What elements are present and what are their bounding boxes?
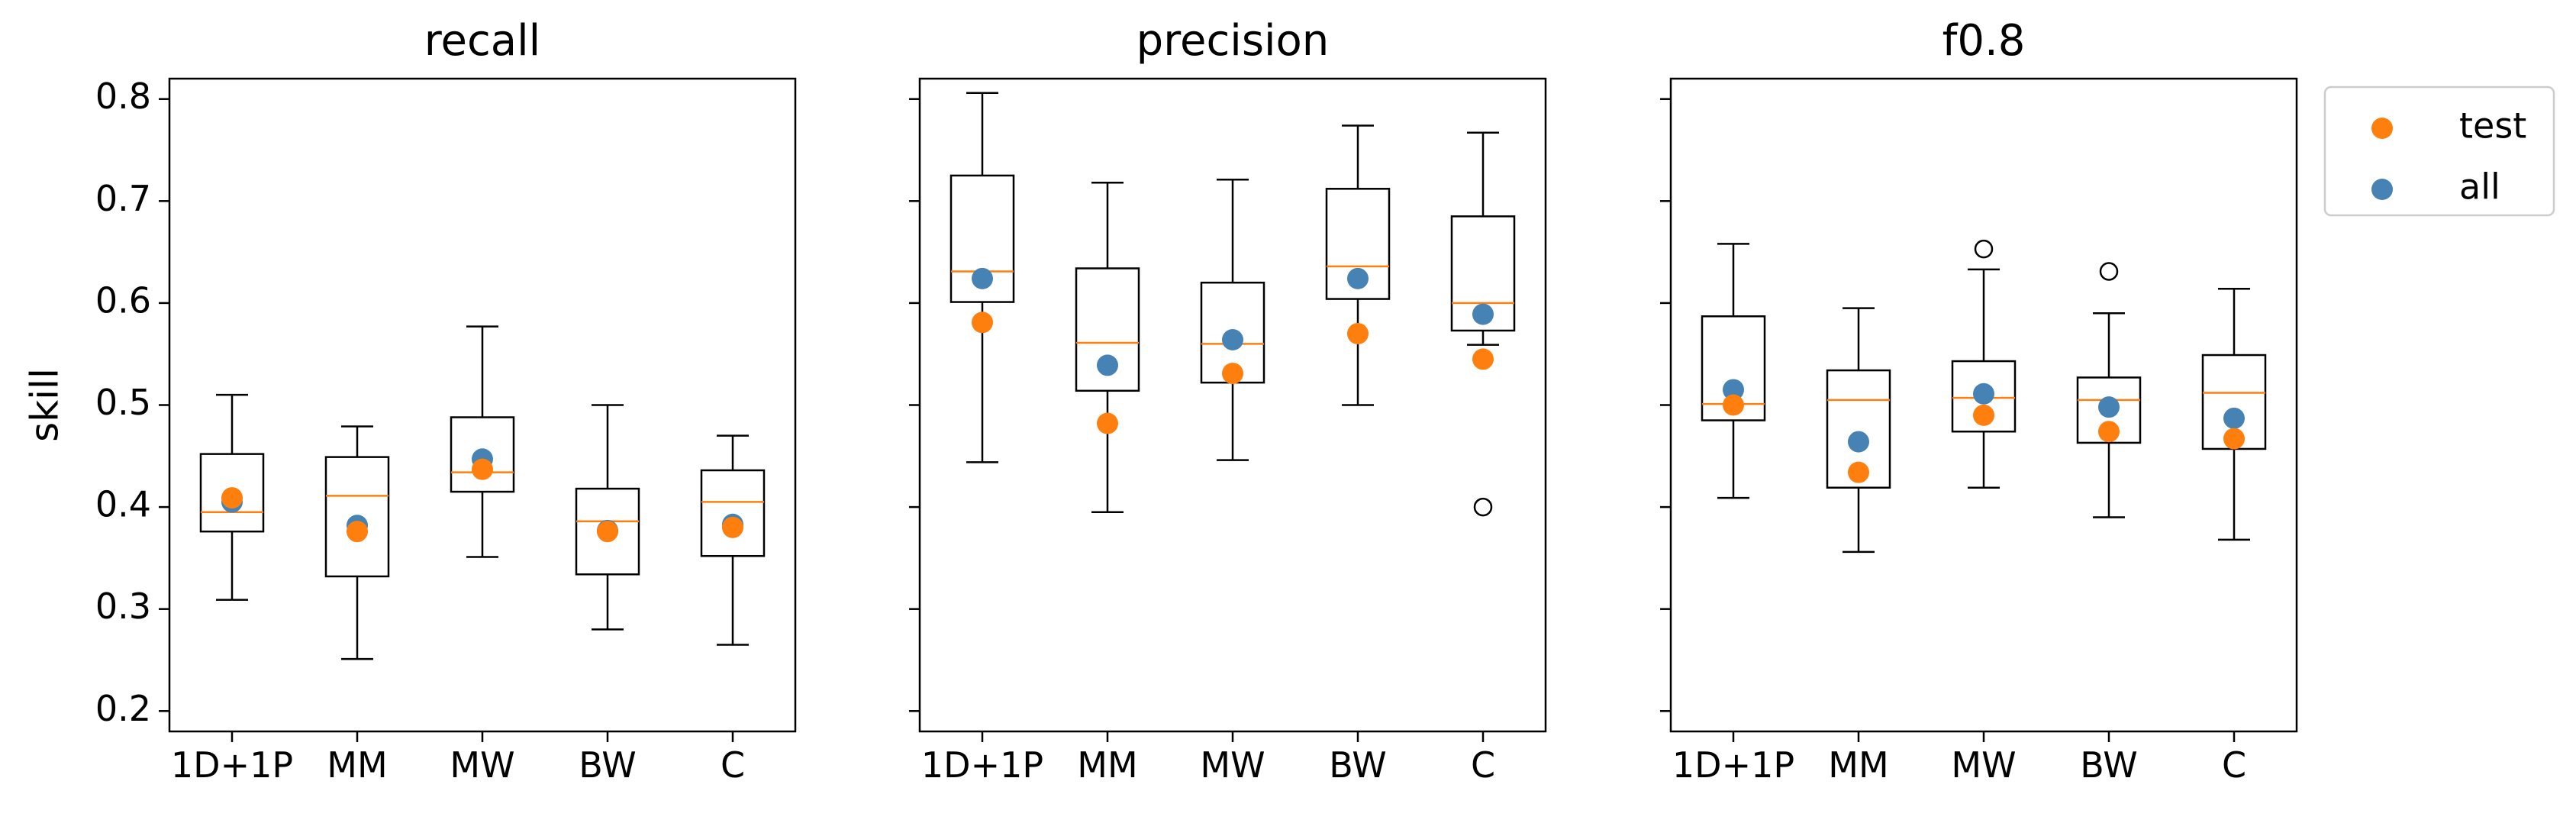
x-tick-label: MW xyxy=(450,744,514,786)
point-test xyxy=(2223,428,2245,450)
point-test xyxy=(472,458,493,480)
box-body xyxy=(1826,369,1891,489)
point-test xyxy=(597,521,618,543)
legend-label-test: test xyxy=(2459,105,2526,147)
point-test xyxy=(1848,461,1869,483)
x-tick-label: MM xyxy=(1077,744,1137,786)
y-tick-label: 0.3 xyxy=(95,586,151,627)
point-all xyxy=(972,267,993,289)
box-body xyxy=(199,453,265,533)
box-body xyxy=(324,456,390,578)
y-tick-label: 0.8 xyxy=(95,76,151,117)
point-test xyxy=(1097,412,1118,434)
point-all xyxy=(2098,396,2120,418)
panel-title: f0.8 xyxy=(1942,16,2026,66)
box-flier xyxy=(2099,262,2119,281)
point-all xyxy=(2223,407,2245,429)
box-body xyxy=(949,174,1015,303)
legend-label-all: all xyxy=(2459,166,2500,208)
point-all xyxy=(1222,329,1243,350)
box-body xyxy=(700,469,766,557)
box-body xyxy=(1951,360,2017,433)
x-tick-label: MM xyxy=(1828,744,1888,786)
box-body xyxy=(1450,215,1516,332)
point-all xyxy=(1723,379,1744,401)
x-tick-label: 1D+1P xyxy=(171,744,293,786)
point-test xyxy=(1347,322,1369,344)
point-test xyxy=(1472,348,1494,370)
box-body xyxy=(1325,188,1391,300)
box-body xyxy=(575,487,640,576)
x-tick-label: C xyxy=(2222,744,2246,786)
y-tick-label: 0.4 xyxy=(95,484,151,525)
y-tick-label: 0.6 xyxy=(95,279,151,321)
point-test xyxy=(1723,394,1744,416)
x-tick-label: MW xyxy=(1200,744,1265,786)
x-tick-label: MM xyxy=(327,744,387,786)
x-tick-label: MW xyxy=(1951,744,2016,786)
x-tick-label: BW xyxy=(579,744,636,786)
x-tick-label: 1D+1P xyxy=(1672,744,1794,786)
box-body xyxy=(1701,315,1766,421)
point-test xyxy=(1973,404,1994,426)
point-test xyxy=(2098,421,2120,443)
point-all xyxy=(1347,267,1369,289)
panel-title: recall xyxy=(424,16,540,66)
y-tick-label: 0.7 xyxy=(95,178,151,219)
point-test xyxy=(347,521,368,543)
panel-title: precision xyxy=(1136,16,1330,66)
x-tick-label: 1D+1P xyxy=(921,744,1043,786)
x-tick-label: BW xyxy=(1329,744,1386,786)
y-axis-label: skill xyxy=(23,368,67,442)
x-tick-label: C xyxy=(1471,744,1495,786)
box-flier xyxy=(1974,239,1994,259)
x-tick-label: BW xyxy=(2080,744,2137,786)
point-all xyxy=(1472,303,1494,325)
box-flier xyxy=(1473,497,1493,517)
y-tick-label: 0.5 xyxy=(95,382,151,423)
box-body xyxy=(1075,267,1140,392)
x-tick-label: C xyxy=(721,744,745,786)
box-body xyxy=(450,416,515,493)
point-test xyxy=(221,487,243,509)
point-all xyxy=(1848,431,1869,453)
legend-marker-test xyxy=(2371,118,2393,139)
point-test xyxy=(1222,363,1243,385)
box-body xyxy=(2076,376,2142,444)
legend-marker-all xyxy=(2371,179,2393,200)
y-tick-label: 0.2 xyxy=(95,688,151,729)
point-all xyxy=(1973,383,1994,405)
point-test xyxy=(972,312,993,334)
point-test xyxy=(722,516,743,538)
point-all xyxy=(1097,354,1118,376)
